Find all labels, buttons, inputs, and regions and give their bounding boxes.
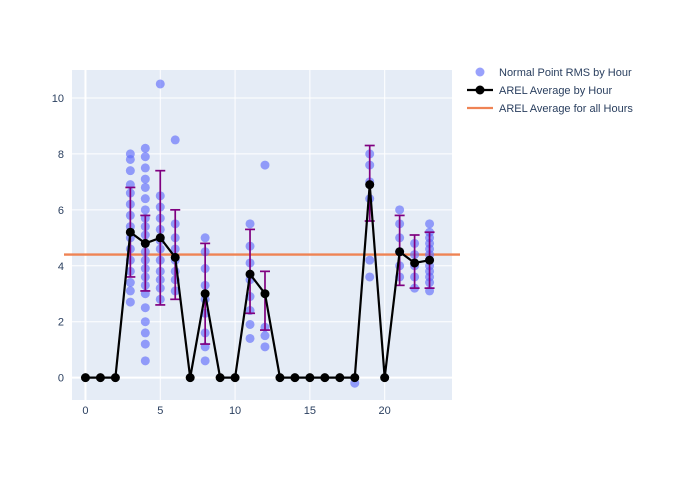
scatter-point	[126, 298, 135, 307]
avg-marker	[126, 228, 135, 237]
y-tick-label: 10	[52, 93, 64, 105]
scatter-point	[365, 272, 374, 281]
chart-container: 0 5 10 15 20 0 2 4 6 8 10 Normal Point RMS by Hour A…	[0, 0, 700, 500]
avg-marker	[305, 373, 314, 382]
avg-marker	[141, 239, 150, 248]
scatter-point	[365, 256, 374, 265]
scatter-point	[141, 205, 150, 214]
avg-marker	[350, 373, 359, 382]
scatter-point	[141, 144, 150, 153]
scatter-point	[260, 342, 269, 351]
scatter-point	[141, 163, 150, 172]
avg-marker	[335, 373, 344, 382]
avg-marker	[425, 256, 434, 265]
scatter-point	[126, 166, 135, 175]
avg-marker	[365, 180, 374, 189]
avg-marker	[111, 373, 120, 382]
avg-marker	[201, 289, 210, 298]
avg-marker	[395, 247, 404, 256]
scatter-point	[201, 233, 210, 242]
scatter-point	[141, 303, 150, 312]
avg-marker	[231, 373, 240, 382]
avg-marker	[171, 253, 180, 262]
scatter-point	[141, 328, 150, 337]
y-tick-label: 0	[58, 373, 64, 385]
avg-marker	[380, 373, 389, 382]
scatter-point	[246, 219, 255, 228]
scatter-point	[141, 175, 150, 184]
y-tick-label: 2	[58, 317, 64, 329]
y-tick-label: 4	[58, 261, 64, 273]
x-tick-label: 15	[304, 405, 316, 417]
scatter-point	[246, 320, 255, 329]
avg-marker	[290, 373, 299, 382]
avg-marker	[275, 373, 284, 382]
scatter-point	[141, 152, 150, 161]
scatter-point	[126, 149, 135, 158]
legend-item: Normal Point RMS by Hour	[476, 67, 632, 79]
x-tick-label: 20	[379, 405, 391, 417]
legend-label: AREL Average by Hour	[499, 85, 612, 97]
avg-marker	[156, 233, 165, 242]
scatter-point	[126, 278, 135, 287]
avg-marker	[216, 373, 225, 382]
scatter-point	[156, 79, 165, 88]
avg-marker	[410, 258, 419, 267]
avg-marker	[81, 373, 90, 382]
x-tick-label: 5	[157, 405, 163, 417]
avg-marker	[246, 270, 255, 279]
scatter-point	[246, 334, 255, 343]
avg-marker	[186, 373, 195, 382]
scatter-point	[141, 183, 150, 192]
chart-svg: 0 5 10 15 20 0 2 4 6 8 10 Normal Point RMS by Hour A…	[0, 0, 700, 500]
scatter-point	[141, 194, 150, 203]
legend-label: Normal Point RMS by Hour	[499, 67, 632, 79]
scatter-point	[395, 205, 404, 214]
scatter-point	[260, 161, 269, 170]
scatter-point	[141, 340, 150, 349]
scatter-point	[141, 356, 150, 365]
y-tick-label: 6	[58, 205, 64, 217]
legend-label: AREL Average for all Hours	[499, 103, 633, 115]
avg-marker	[320, 373, 329, 382]
avg-marker	[260, 289, 269, 298]
scatter-point	[171, 135, 180, 144]
legend-marker-icon	[476, 86, 485, 95]
scatter-point	[425, 219, 434, 228]
avg-marker	[96, 373, 105, 382]
scatter-point	[141, 317, 150, 326]
scatter-point	[260, 331, 269, 340]
legend-marker-icon	[476, 68, 485, 77]
y-tick-label: 8	[58, 149, 64, 161]
x-tick-label: 10	[229, 405, 241, 417]
scatter-point	[126, 286, 135, 295]
scatter-point	[201, 356, 210, 365]
x-tick-label: 0	[82, 405, 88, 417]
